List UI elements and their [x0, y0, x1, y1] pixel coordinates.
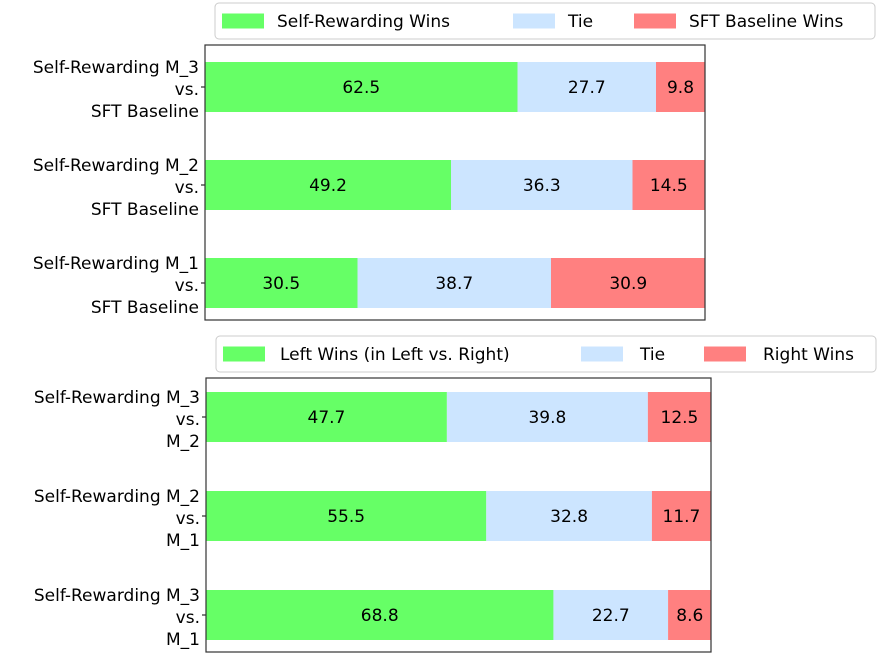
tick-label: Self-Rewarding M_1 vs. SFT Baseline: [33, 254, 199, 318]
tick-label-line: vs.: [176, 608, 200, 628]
bar-2-1-3: [647, 392, 711, 442]
tick-label-line: M_2: [166, 432, 200, 452]
tick-label-line: vs.: [176, 509, 200, 529]
data-label: 32.8: [550, 507, 588, 527]
data-label: 38.7: [435, 274, 473, 294]
tick-label: Self-Rewarding M_3 vs. SFT Baseline: [33, 58, 199, 122]
legend-label: Tie: [567, 12, 593, 32]
bar-2-2-2: [486, 491, 652, 541]
data-label: 11.7: [663, 507, 701, 527]
legend-swatch: [634, 13, 676, 29]
tick-label-line: vs.: [175, 178, 199, 198]
data-label: 68.8: [361, 606, 399, 626]
tick-label-line: Self-Rewarding M_3: [34, 586, 200, 606]
legend-swatch: [581, 346, 623, 362]
axes-frame: [204, 44, 706, 321]
data-label: 36.3: [523, 176, 561, 196]
tick-label-line: Self-Rewarding M_3: [33, 58, 199, 78]
legend-label: Self-Rewarding Wins: [277, 12, 450, 32]
tick-label-line: vs.: [176, 410, 200, 430]
data-label: 9.8: [667, 78, 694, 98]
tick-label-line: vs.: [175, 80, 199, 100]
legend-swatch: [704, 346, 746, 362]
bar-1-1-2: [517, 62, 656, 112]
tick-label-line: Self-Rewarding M_3: [34, 388, 200, 408]
data-label: 62.5: [342, 78, 380, 98]
bar-2-3-2: [553, 590, 669, 640]
tick-label-line: vs.: [175, 276, 199, 296]
bar-2-3-3: [668, 590, 712, 640]
legend-frame: [215, 335, 877, 373]
data-label: 27.7: [568, 78, 606, 98]
data-label: 22.7: [592, 606, 630, 626]
data-label: 8.6: [676, 606, 703, 626]
data-label: 55.5: [327, 507, 365, 527]
bar-1-3-1: [205, 258, 358, 308]
tick-label-line: SFT Baseline: [91, 102, 199, 122]
bar-2-3-1: [206, 590, 554, 640]
legend-label: SFT Baseline Wins: [689, 12, 843, 32]
bar-2-1-2: [446, 392, 648, 442]
legend-label: Tie: [639, 345, 665, 365]
legend-label: Right Wins: [763, 345, 854, 365]
tick-label-line: M_1: [166, 630, 200, 650]
legend-swatch: [513, 13, 555, 29]
data-label: 30.9: [609, 274, 647, 294]
tick-label-line: SFT Baseline: [91, 200, 199, 220]
bar-1-1-1: [205, 62, 518, 112]
tick-label: Self-Rewarding M_3 vs. M_2: [34, 388, 200, 452]
bar-1-2-2: [451, 160, 633, 210]
legend-label: Left Wins (in Left vs. Right): [280, 345, 510, 365]
bar-2-1-1: [206, 392, 447, 442]
tick-label-line: Self-Rewarding M_1: [33, 254, 199, 274]
data-label: 47.7: [308, 408, 346, 428]
tick-label: Self-Rewarding M_3 vs. M_1: [34, 586, 200, 650]
legend-swatch: [223, 346, 265, 362]
bar-1-2-3: [632, 160, 705, 210]
bar-2-2-3: [651, 491, 711, 541]
bar-1-3-2: [357, 258, 551, 308]
legend-swatch: [222, 13, 264, 29]
tick-label-line: Self-Rewarding M_2: [34, 487, 200, 507]
data-label: 49.2: [309, 176, 347, 196]
bar-2-2-1: [206, 491, 487, 541]
data-label: 39.8: [528, 408, 566, 428]
tick-label-line: SFT Baseline: [91, 298, 199, 318]
bar-1-2-1: [205, 160, 451, 210]
legend: Left Wins (in Left vs. Right) Tie Right Wi…: [215, 335, 877, 373]
bar-1-3-3: [551, 258, 706, 308]
tick-label-line: M_1: [166, 531, 200, 551]
data-label: 30.5: [262, 274, 300, 294]
data-label: 14.5: [650, 176, 688, 196]
tick-label-line: Self-Rewarding M_2: [33, 156, 199, 176]
data-label: 12.5: [661, 408, 699, 428]
bar-1-1-3: [656, 62, 705, 112]
tick-label: Self-Rewarding M_2 vs. SFT Baseline: [33, 156, 199, 220]
legend: Self-Rewarding Wins Tie SFT Baseline Wins: [214, 2, 876, 40]
axes-frame: [205, 377, 712, 653]
tick-label: Self-Rewarding M_2 vs. M_1: [34, 487, 200, 551]
